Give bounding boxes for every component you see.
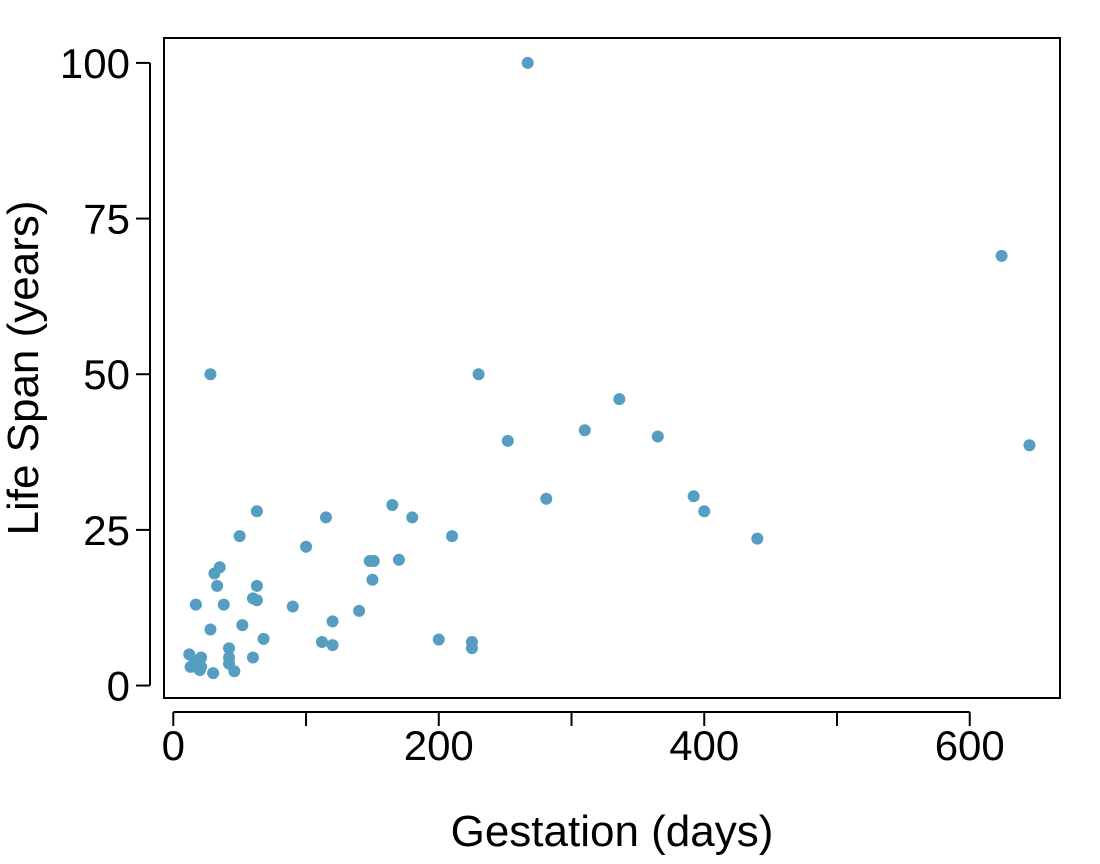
data-point [300, 540, 313, 553]
data-point [211, 579, 224, 592]
data-point [189, 598, 202, 611]
data-point [204, 368, 217, 381]
x-tick-label: 600 [935, 722, 1005, 769]
data-point [406, 511, 419, 524]
data-point [751, 532, 764, 545]
data-point [1023, 439, 1036, 452]
data-point [233, 530, 246, 543]
data-point [687, 490, 700, 503]
data-point [326, 615, 339, 628]
data-point [386, 498, 399, 511]
data-point [257, 632, 270, 645]
data-point [228, 665, 241, 678]
data-point [204, 623, 217, 636]
data-point [286, 600, 299, 613]
data-point [995, 249, 1008, 262]
data-point [207, 667, 220, 680]
y-axis-title: Life Span (years) [0, 200, 48, 535]
data-point [195, 660, 208, 673]
data-point [366, 573, 379, 586]
data-point [250, 579, 263, 592]
y-tick-label: 100 [60, 40, 130, 87]
data-point [326, 639, 339, 652]
data-point [613, 393, 626, 406]
data-point [698, 505, 711, 518]
y-tick-label: 75 [83, 196, 130, 243]
data-point [578, 424, 591, 437]
data-point [432, 633, 445, 646]
x-axis: 0 200 400 600 [162, 711, 1005, 769]
data-point [651, 430, 664, 443]
x-tick-label: 400 [669, 722, 739, 769]
data-point [472, 368, 485, 381]
data-points [183, 56, 1036, 680]
x-tick-label: 200 [404, 722, 474, 769]
data-point [465, 642, 478, 655]
data-point [250, 505, 263, 518]
data-point [353, 604, 366, 617]
data-point [501, 434, 514, 447]
data-point [250, 594, 263, 607]
y-tick-label: 0 [107, 663, 130, 710]
plot-frame [163, 37, 1061, 699]
data-point [540, 492, 553, 505]
data-point [217, 598, 230, 611]
data-point [195, 651, 208, 664]
data-point [246, 651, 259, 664]
data-point [392, 553, 405, 566]
data-point [315, 635, 328, 648]
x-axis-title: Gestation (days) [451, 807, 774, 856]
data-point [521, 56, 534, 69]
data-point [223, 642, 236, 655]
data-point [367, 555, 380, 568]
y-tick-label: 25 [83, 507, 130, 554]
data-point [319, 511, 332, 524]
data-point [236, 619, 249, 632]
y-tick-label: 50 [83, 351, 130, 398]
data-point [213, 561, 226, 574]
y-axis: 0 25 50 75 100 [60, 40, 151, 710]
data-point [446, 530, 459, 543]
x-tick-label: 0 [162, 722, 185, 769]
